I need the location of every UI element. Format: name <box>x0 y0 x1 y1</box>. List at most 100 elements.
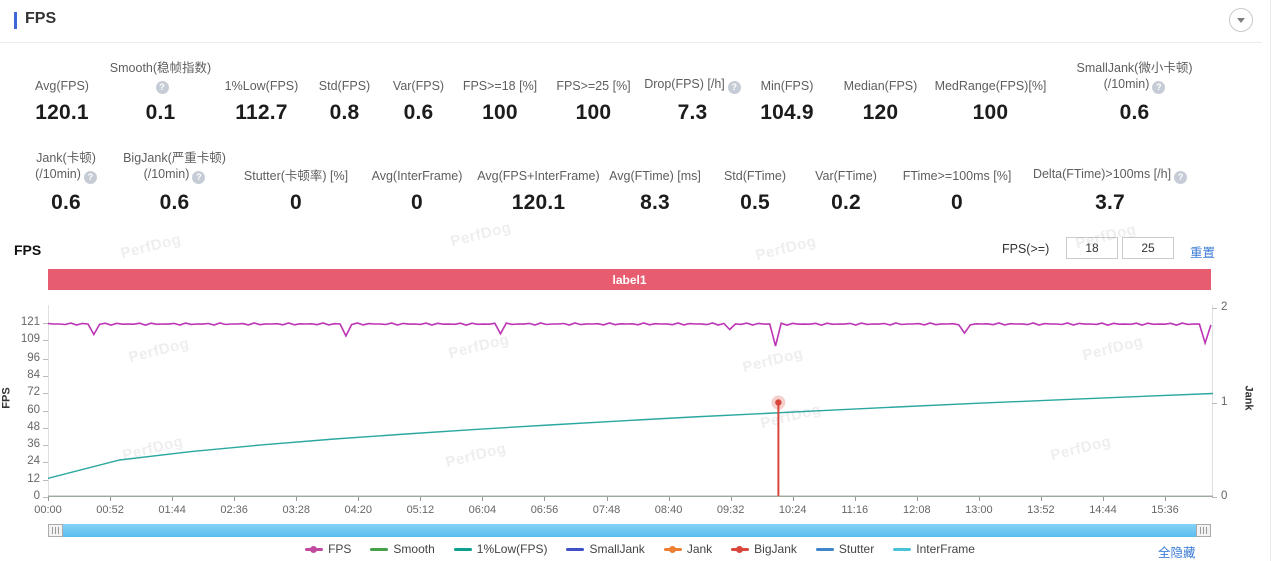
chart-scrollbar-bar[interactable] <box>63 524 1196 537</box>
y-axis-tick-label: 72 <box>27 386 40 399</box>
tick-mark <box>668 497 670 501</box>
stat-label-line: Var(FPS) <box>392 79 445 93</box>
legend-item-jank[interactable]: Jank <box>663 542 712 556</box>
stat-label: FTime>=100ms [%] <box>903 150 1012 184</box>
stat-label-line: (/10min)? <box>1077 76 1193 94</box>
legend-label: Stutter <box>838 542 875 556</box>
legend-marker-icon <box>370 547 389 551</box>
stat-cell: Stutter(卡顿率) [%] 0 <box>235 150 357 215</box>
help-icon[interactable]: ? <box>1174 171 1188 184</box>
chevron-down-icon <box>1237 17 1245 23</box>
grip-icon <box>52 527 59 534</box>
help-icon[interactable]: ? <box>83 171 97 184</box>
stat-label: SmallJank(微小卡顿) (/10min)? <box>1077 60 1193 94</box>
stat-label-line: (/10min)? <box>123 166 226 184</box>
hide-all-link[interactable]: 全隐藏 <box>1158 546 1196 560</box>
tick-mark <box>43 393 48 395</box>
stat-label: Avg(FPS+InterFrame) <box>477 150 599 184</box>
stat-cell: Avg(InterFrame) 0 <box>357 150 477 215</box>
stat-cell: Smooth(稳帧指数)? 0.1 <box>106 60 215 125</box>
help-icon[interactable]: ? <box>1152 81 1166 94</box>
legend-marker-icon <box>453 547 472 551</box>
legend-label: InterFrame <box>916 542 975 556</box>
stat-cell: Drop(FPS) [/h]? 7.3 <box>643 60 742 125</box>
help-icon[interactable]: ? <box>727 81 741 94</box>
stat-label: Jank(卡顿) (/10min)? <box>35 150 97 184</box>
legend-item-smalljank[interactable]: SmallJank <box>566 542 645 556</box>
legend-label: SmallJank <box>589 542 645 556</box>
tick-mark <box>234 497 236 501</box>
legend-item-fps[interactable]: FPS <box>305 542 351 556</box>
stat-label: Avg(FTime) [ms] <box>609 150 701 184</box>
x-axis-tick-label: 01:44 <box>158 504 186 516</box>
fps-threshold-max-input[interactable] <box>1122 237 1174 259</box>
chart-legend: FPS Smooth 1%Low(FPS) SmallJank Jank BigJank S… <box>260 542 1020 556</box>
y-axis-tick-label: 96 <box>27 351 40 364</box>
tick-mark <box>1165 497 1167 501</box>
stat-value: 0 <box>951 191 963 214</box>
stat-value: 0.1 <box>145 101 176 124</box>
stat-value: 0.2 <box>831 191 861 214</box>
x-axis-tick-label: 03:28 <box>282 504 310 516</box>
legend-item-1-low-fps-[interactable]: 1%Low(FPS) <box>453 542 547 556</box>
stat-cell: Median(FPS) 120 <box>832 60 929 125</box>
legend-item-bigjank[interactable]: BigJank <box>731 542 797 556</box>
stat-cell: Delta(FTime)>100ms [/h]? 3.7 <box>1022 150 1198 215</box>
stat-label-line: FTime>=100ms [%] <box>902 169 1012 183</box>
stat-cell: Jank(卡顿) (/10min)? 0.6 <box>18 150 114 215</box>
stat-label-line: 1%Low(FPS) <box>224 79 299 93</box>
fps-threshold-min-input[interactable] <box>1066 237 1118 259</box>
tick-mark <box>420 497 422 501</box>
tick-mark <box>43 427 48 429</box>
y-axis-right-tick-label: 1 <box>1221 395 1228 408</box>
reset-link[interactable]: 重置 <box>1190 246 1216 260</box>
stat-value: 100 <box>575 101 612 124</box>
collapse-panel-button[interactable] <box>1229 8 1253 32</box>
chart-scrollbar[interactable] <box>48 524 1211 537</box>
x-axis-tick-label: 13:52 <box>1027 504 1055 516</box>
stat-value: 112.7 <box>235 101 288 124</box>
annotation-band-label: label1 <box>612 272 647 287</box>
y-axis-tick-label: 48 <box>27 420 40 433</box>
stat-value: 0 <box>290 191 302 214</box>
scrollbar-right-handle[interactable] <box>1196 524 1211 537</box>
watermark: PerfDog <box>118 230 183 263</box>
stat-value: 7.3 <box>677 101 708 124</box>
stat-label-line: SmallJank(微小卡顿) <box>1076 61 1193 75</box>
stat-cell: Avg(FPS+InterFrame) 120.1 <box>477 150 600 215</box>
stat-value: 120 <box>862 101 899 124</box>
stat-label-line: Median(FPS) <box>843 79 918 93</box>
x-axis-tick-label: 06:56 <box>530 504 559 516</box>
legend-item-smooth[interactable]: Smooth <box>370 542 435 556</box>
title-accent-bar <box>14 12 17 29</box>
page-title: FPS <box>25 10 57 27</box>
scrollbar-left-handle[interactable] <box>48 524 63 537</box>
stat-label-line: FPS>=25 [%] <box>556 79 631 93</box>
tick-mark <box>1102 497 1104 501</box>
tick-mark <box>296 497 298 501</box>
tick-mark <box>43 358 48 360</box>
legend-item-interframe[interactable]: InterFrame <box>893 542 975 556</box>
stat-label: FPS>=25 [%] <box>556 60 630 94</box>
legend-marker-icon <box>731 545 750 553</box>
tick-mark <box>43 462 48 464</box>
stat-cell: SmallJank(微小卡顿) (/10min)? 0.6 <box>1052 60 1217 125</box>
legend-item-stutter[interactable]: Stutter <box>815 542 875 556</box>
tick-mark <box>43 479 48 481</box>
legend-marker-icon <box>566 547 585 551</box>
tick-mark <box>43 340 48 342</box>
tick-mark <box>916 497 918 501</box>
x-axis-tick-label: 15:36 <box>1151 504 1179 516</box>
help-icon[interactable]: ? <box>155 81 169 94</box>
legend-dot-icon <box>736 545 744 553</box>
help-icon[interactable]: ? <box>192 171 206 184</box>
stat-cell: Std(FTime) 0.5 <box>710 150 800 215</box>
legend-dot-icon <box>310 545 318 553</box>
x-axis-tick-label: 14:44 <box>1089 504 1117 516</box>
legend-marker-icon <box>305 545 324 553</box>
tick-mark <box>43 323 48 324</box>
grip-icon <box>1200 527 1207 534</box>
stat-label: Min(FPS) <box>761 60 814 94</box>
y-axis-right-title: Jank <box>1242 385 1255 411</box>
x-axis-tick-label: 07:48 <box>592 504 621 516</box>
